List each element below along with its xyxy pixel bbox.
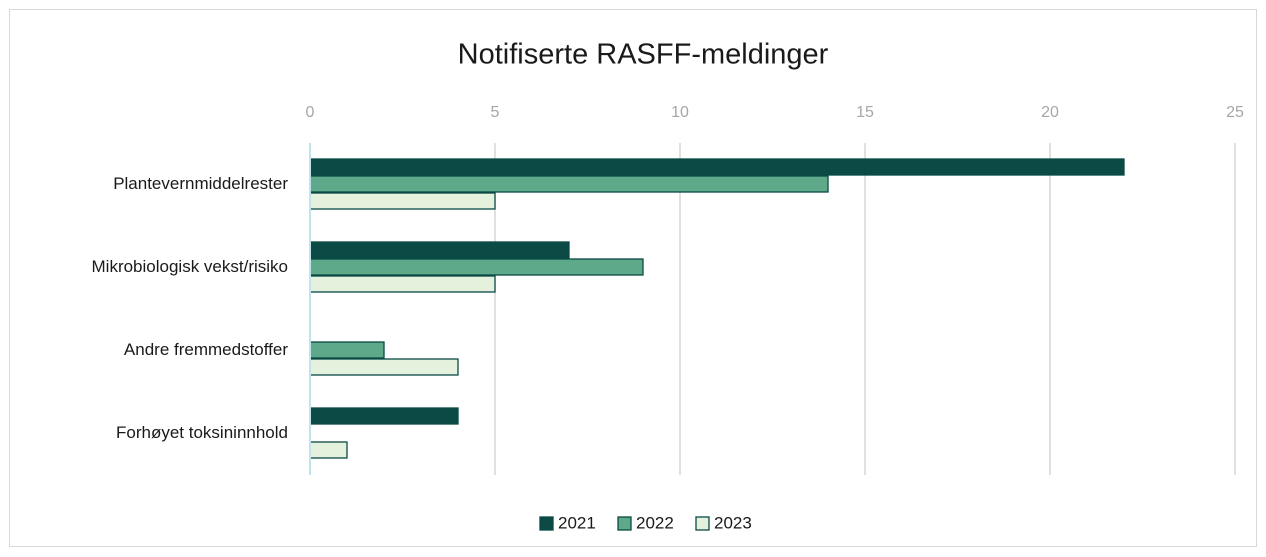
bar bbox=[309, 441, 348, 459]
x-tick-label: 10 bbox=[671, 104, 689, 121]
y-tick-label: Andre fremmedstoffer bbox=[124, 340, 288, 359]
x-tick-label: 25 bbox=[1226, 104, 1244, 121]
chart-title: Notifiserte RASFF-meldinger bbox=[458, 39, 829, 71]
bar bbox=[309, 275, 496, 293]
legend-swatch bbox=[539, 516, 554, 531]
legend-swatch bbox=[695, 516, 710, 531]
chart-frame bbox=[9, 9, 1257, 547]
x-tick-label: 15 bbox=[856, 104, 874, 121]
legend-label: 2021 bbox=[558, 513, 596, 532]
legend-swatch bbox=[617, 516, 632, 531]
bar bbox=[309, 358, 459, 376]
bar bbox=[309, 175, 829, 193]
x-tick-label: 5 bbox=[491, 104, 500, 121]
bar bbox=[309, 341, 385, 359]
bar bbox=[309, 192, 496, 210]
bar bbox=[309, 258, 644, 276]
y-tick-label: Mikrobiologisk vekst/risiko bbox=[92, 257, 289, 276]
y-tick-label: Plantevernmiddelrester bbox=[113, 174, 288, 193]
bar bbox=[309, 241, 570, 259]
legend-label: 2023 bbox=[714, 513, 752, 532]
x-tick-label: 0 bbox=[306, 104, 315, 121]
bar bbox=[309, 407, 459, 425]
legend-label: 2022 bbox=[636, 513, 674, 532]
bar bbox=[309, 158, 1125, 176]
y-tick-label: Forhøyet toksininnhold bbox=[116, 423, 288, 442]
x-tick-label: 20 bbox=[1041, 104, 1059, 121]
